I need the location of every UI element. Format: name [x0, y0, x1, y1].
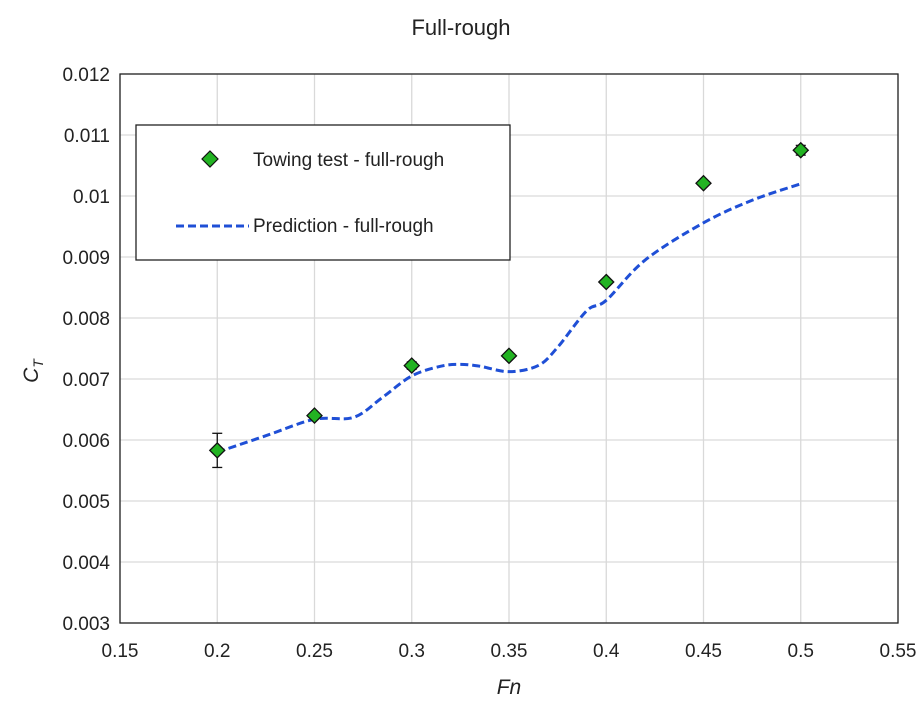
y-tick-label: 0.01 [73, 187, 110, 208]
legend-item-prediction: Prediction - full-rough [176, 216, 434, 237]
towing-test-marker [208, 441, 226, 459]
y-axis-title-main: C [20, 367, 43, 383]
legend-item-towing-test: Towing test - full-rough [201, 150, 444, 171]
y-tick-labels: 0.003 0.004 0.005 0.006 0.007 0.008 0.009 0.01 0… [62, 65, 110, 635]
towing-test-point [597, 273, 615, 291]
y-tick-label: 0.004 [62, 553, 110, 574]
x-tick-label: 0.3 [399, 641, 425, 662]
legend-label-prediction: Prediction - full-rough [253, 216, 434, 237]
legend-label-towing-test: Towing test - full-rough [253, 150, 444, 171]
towing-test-point [403, 357, 421, 374]
y-tick-label: 0.005 [62, 492, 110, 513]
towing-test-marker [403, 357, 421, 374]
x-tick-labels: 0.15 0.2 0.25 0.3 0.35 0.4 0.45 0.5 0.55 [102, 641, 917, 662]
legend-box [135, 124, 511, 261]
x-tick-label: 0.4 [593, 641, 620, 662]
y-axis-title-subscript: T [30, 358, 46, 368]
towing-test-marker [792, 141, 810, 159]
y-tick-label: 0.008 [62, 309, 110, 330]
x-tick-label: 0.5 [788, 641, 814, 662]
y-tick-label: 0.006 [62, 431, 110, 452]
y-tick-label: 0.007 [62, 370, 110, 391]
legend-diamond-icon [201, 150, 219, 168]
x-tick-label: 0.2 [204, 641, 230, 662]
towing-test-marker [306, 407, 323, 425]
legend: Towing test - full-rough Prediction - fu… [135, 124, 511, 261]
x-tick-label: 0.45 [685, 641, 722, 662]
y-tick-label: 0.003 [62, 614, 110, 635]
x-axis-title: Fn [497, 676, 522, 699]
towing-test-point [306, 407, 323, 425]
towing-test-marker [597, 273, 615, 291]
y-axis-title: CT [20, 358, 46, 383]
towing-test-point [792, 141, 810, 159]
x-tick-label: 0.15 [102, 641, 139, 662]
y-tick-label: 0.009 [62, 248, 110, 269]
x-tick-label: 0.25 [296, 641, 333, 662]
towing-test-point [695, 174, 712, 192]
x-tick-label: 0.35 [491, 641, 528, 662]
y-tick-label: 0.011 [64, 126, 110, 147]
towing-test-marker [500, 347, 518, 365]
x-tick-label: 0.55 [880, 641, 917, 662]
series [208, 141, 810, 469]
y-tick-label: 0.012 [62, 65, 110, 86]
prediction-series-line [216, 182, 802, 454]
towing-test-point [500, 347, 518, 365]
towing-test-point [208, 432, 226, 469]
plot-area-border [119, 73, 899, 624]
towing-test-marker [695, 174, 712, 192]
chart-title: Full-rough [411, 15, 510, 40]
